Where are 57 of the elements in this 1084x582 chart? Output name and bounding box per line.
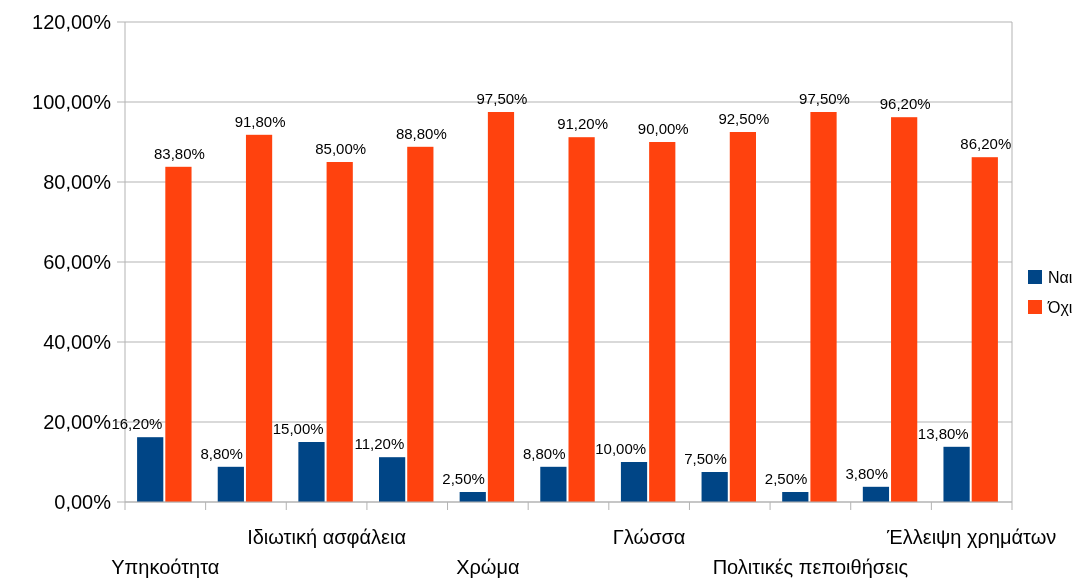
x-tick-label: Ιδιωτική ασφάλεια xyxy=(247,526,407,548)
bar xyxy=(701,472,728,502)
legend-label: Όχι xyxy=(1047,298,1073,316)
x-tick-label: Έλλειψη χρημάτων xyxy=(886,526,1057,548)
data-label: 90,00% xyxy=(637,120,689,137)
y-tick-label: 100,00% xyxy=(32,91,112,113)
bar xyxy=(891,117,918,502)
data-label: 85,00% xyxy=(315,140,367,157)
bar xyxy=(649,142,676,502)
bar xyxy=(298,442,325,502)
bar xyxy=(729,132,756,502)
y-tick-label: 40,00% xyxy=(43,331,112,353)
bar xyxy=(971,157,998,502)
data-label: 3,80% xyxy=(845,464,889,482)
bar xyxy=(137,437,164,502)
legend-label: Ναι xyxy=(1048,268,1073,286)
y-tick-label: 120,00% xyxy=(32,11,112,33)
data-label: 97,50% xyxy=(799,90,850,107)
bar xyxy=(217,466,244,502)
bar xyxy=(326,162,353,502)
data-label: 10,00% xyxy=(595,440,647,457)
data-label: 8,80% xyxy=(522,444,566,462)
y-tick-label: 60,00% xyxy=(43,251,112,273)
bar xyxy=(165,166,192,502)
bar xyxy=(407,146,434,502)
x-tick-label: Υπηκοότητα xyxy=(111,556,220,578)
data-label: 97,50% xyxy=(476,90,528,107)
bar xyxy=(540,466,567,502)
data-label: 2,50% xyxy=(442,470,485,487)
data-label: 11,20% xyxy=(354,435,405,453)
data-label: 88,80% xyxy=(395,124,447,142)
bar xyxy=(810,112,837,502)
data-label: 15,00% xyxy=(272,420,324,437)
y-tick-label: 0,00% xyxy=(54,491,112,513)
bar xyxy=(620,462,648,502)
bar xyxy=(487,112,515,502)
data-label: 7,50% xyxy=(684,450,727,467)
data-label: 83,80% xyxy=(153,144,205,162)
bar xyxy=(862,486,890,502)
data-label: 86,20% xyxy=(960,135,1012,153)
bar xyxy=(568,137,595,502)
bar xyxy=(379,457,406,502)
data-label: 2,50% xyxy=(764,470,808,487)
data-label: 8,80% xyxy=(200,444,243,462)
bar xyxy=(943,446,970,502)
data-label: 96,20% xyxy=(879,95,931,113)
x-tick-label: Χρώμα xyxy=(456,556,520,578)
data-label: 13,80% xyxy=(917,424,969,442)
data-label: 91,20% xyxy=(557,115,609,133)
data-label: 92,50% xyxy=(718,110,770,127)
data-label: 16,20% xyxy=(111,415,163,433)
y-tick-label: 20,00% xyxy=(43,411,112,433)
y-tick-label: 80,00% xyxy=(43,171,112,193)
data-label: 91,80% xyxy=(234,112,286,130)
x-tick-label: Πολιτικές πεποιθήσεις xyxy=(712,556,909,578)
bar xyxy=(245,134,273,502)
x-tick-label: Γλώσσα xyxy=(612,526,686,548)
